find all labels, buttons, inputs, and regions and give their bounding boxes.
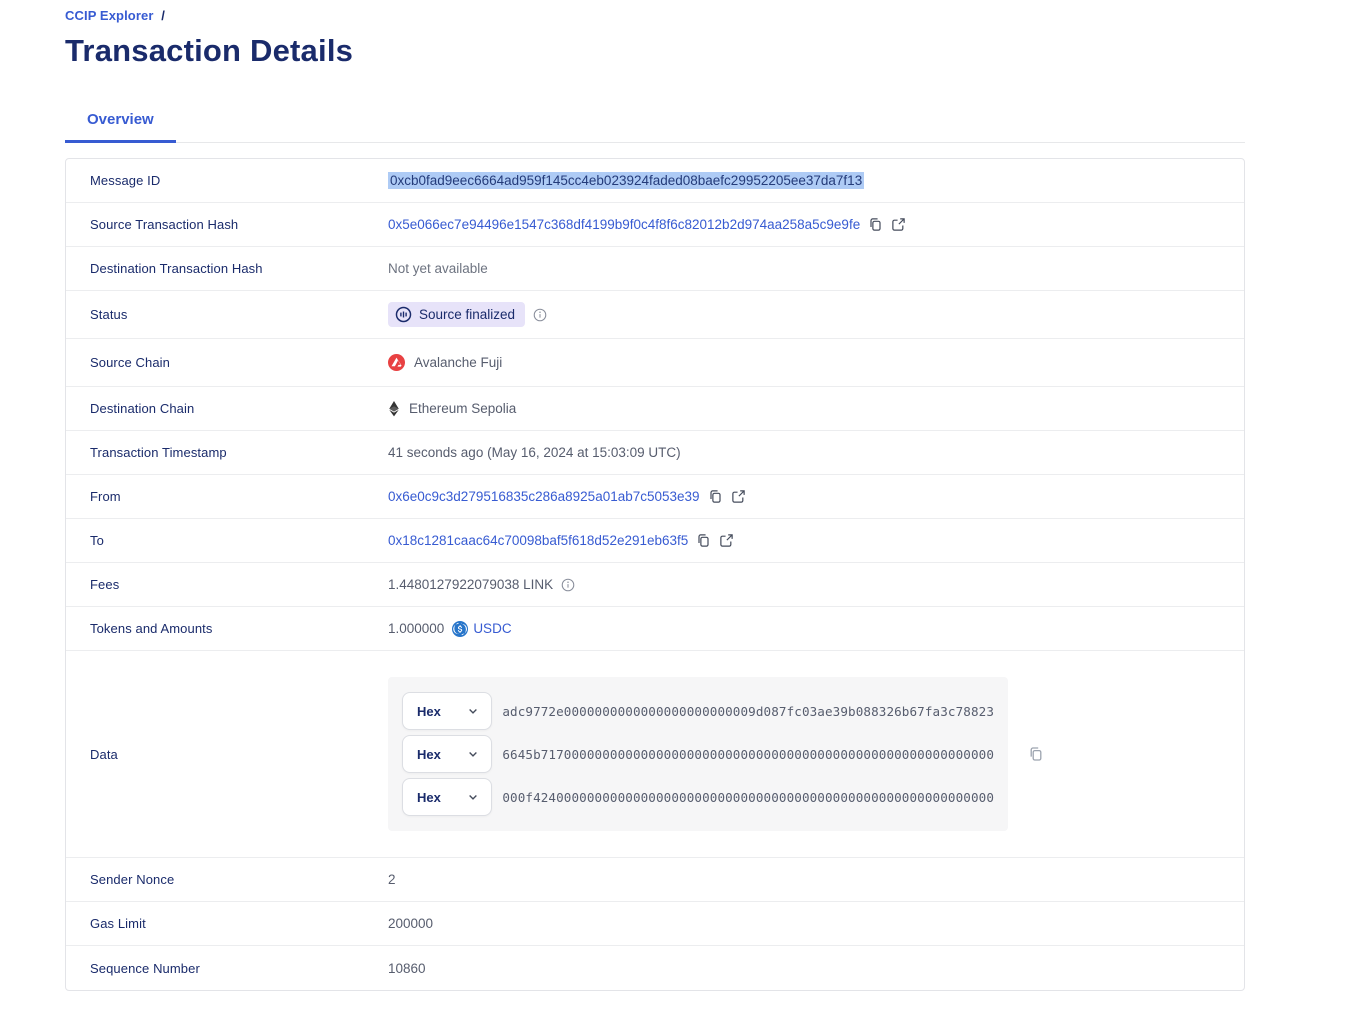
data-hex-value: adc9772e0000000000000000000000009d087fc0… — [502, 703, 994, 719]
sender-nonce-value: 2 — [388, 872, 396, 887]
breadcrumb: CCIP Explorer / — [65, 8, 1245, 23]
data-hex-box: Hex adc9772e0000000000000000000000009d08… — [388, 677, 1008, 831]
row-gas-limit: Gas Limit 200000 — [66, 902, 1244, 946]
data-format-value: Hex — [417, 703, 441, 719]
from-label: From — [90, 489, 121, 504]
tab-overview-label: Overview — [87, 111, 154, 128]
fees-label: Fees — [90, 577, 120, 592]
breadcrumb-separator: / — [161, 8, 165, 23]
data-format-select[interactable]: Hex — [402, 735, 493, 773]
row-status: Status Source finalized — [66, 291, 1244, 339]
ethereum-icon — [388, 400, 400, 417]
message-id-value: 0xcb0fad9eec6664ad959f145cc4eb023924fade… — [388, 172, 865, 189]
breadcrumb-link-ccip-explorer[interactable]: CCIP Explorer — [65, 8, 154, 23]
dest-chain-name: Ethereum Sepolia — [409, 401, 517, 416]
row-destination-chain: Destination Chain Ethereum Sepolia — [66, 387, 1244, 431]
row-fees: Fees 1.4480127922079038 LINK — [66, 563, 1244, 607]
source-chain-value: Avalanche Fuji — [388, 354, 502, 371]
dest-tx-hash-value: Not yet available — [388, 261, 488, 276]
external-link-icon[interactable] — [731, 489, 746, 504]
external-link-icon[interactable] — [891, 217, 906, 232]
transaction-details-table: Message ID 0xcb0fad9eec6664ad959f145cc4e… — [65, 158, 1245, 991]
row-from: From 0x6e0c9c3d279516835c286a8925a01ab7c… — [66, 475, 1244, 519]
data-format-select[interactable]: Hex — [402, 692, 493, 730]
source-tx-hash-link[interactable]: 0x5e066ec7e94496e1547c368df4199b9f0c4f8f… — [388, 217, 861, 232]
sequence-number-value: 10860 — [388, 960, 426, 976]
row-data: Data Hex adc9772e00000000000000000000000… — [66, 651, 1244, 858]
status-badge-text: Source finalized — [419, 307, 516, 322]
avalanche-icon — [388, 354, 405, 371]
copy-icon[interactable] — [696, 533, 711, 548]
dest-tx-hash-label: Destination Transaction Hash — [90, 261, 263, 276]
copy-icon[interactable] — [708, 489, 723, 504]
fees-value: 1.4480127922079038 LINK — [388, 577, 554, 592]
sequence-number-label: Sequence Number — [90, 960, 200, 976]
status-label: Status — [90, 307, 128, 322]
data-format-value: Hex — [417, 789, 441, 805]
sender-nonce-label: Sender Nonce — [90, 872, 175, 887]
dest-chain-label: Destination Chain — [90, 401, 195, 416]
data-line: Hex 6645b7170000000000000000000000000000… — [402, 735, 994, 773]
tab-overview[interactable]: Overview — [65, 111, 176, 143]
row-sender-nonce: Sender Nonce 2 — [66, 858, 1244, 902]
data-label: Data — [90, 746, 118, 762]
tab-bar: Overview — [65, 111, 1245, 143]
data-hex-value: 000f424000000000000000000000000000000000… — [502, 789, 994, 805]
row-transaction-timestamp: Transaction Timestamp 41 seconds ago (Ma… — [66, 431, 1244, 475]
data-format-value: Hex — [417, 746, 441, 762]
data-line: Hex adc9772e0000000000000000000000009d08… — [402, 692, 994, 730]
token-symbol: USDC — [473, 621, 512, 636]
dest-chain-value: Ethereum Sepolia — [388, 400, 516, 417]
row-sequence-number: Sequence Number 10860 — [66, 946, 1244, 990]
data-format-select[interactable]: Hex — [402, 778, 493, 816]
row-source-chain: Source Chain Avalanche Fuji — [66, 339, 1244, 387]
to-label: To — [90, 533, 104, 548]
row-to: To 0x18c1281caac64c70098baf5f618d52e291e… — [66, 519, 1244, 563]
from-address-link[interactable]: 0x6e0c9c3d279516835c286a8925a01ab7c5053e… — [388, 489, 700, 504]
chevron-down-icon — [467, 748, 479, 760]
message-id-label: Message ID — [90, 173, 161, 188]
timestamp-value: 41 seconds ago (May 16, 2024 at 15:03:09… — [388, 445, 681, 460]
chevron-down-icon — [467, 791, 479, 803]
copy-data-icon[interactable] — [1028, 746, 1044, 762]
timestamp-label: Transaction Timestamp — [90, 445, 227, 460]
row-message-id: Message ID 0xcb0fad9eec6664ad959f145cc4e… — [66, 159, 1244, 203]
tokens-label: Tokens and Amounts — [90, 621, 213, 636]
status-progress-icon — [395, 306, 412, 323]
status-badge: Source finalized — [388, 302, 526, 327]
external-link-icon[interactable] — [719, 533, 734, 548]
source-tx-hash-label: Source Transaction Hash — [90, 217, 239, 232]
row-source-transaction-hash: Source Transaction Hash 0x5e066ec7e94496… — [66, 203, 1244, 247]
row-tokens-and-amounts: Tokens and Amounts 1.000000 USDC — [66, 607, 1244, 651]
to-address-link[interactable]: 0x18c1281caac64c70098baf5f618d52e291eb63… — [388, 533, 689, 548]
status-info-icon[interactable] — [533, 308, 547, 322]
fees-info-icon[interactable] — [561, 578, 575, 592]
data-line: Hex 000f42400000000000000000000000000000… — [402, 778, 994, 816]
row-destination-transaction-hash: Destination Transaction Hash Not yet ava… — [66, 247, 1244, 291]
gas-limit-value: 200000 — [388, 916, 434, 931]
page-title: Transaction Details — [65, 33, 354, 68]
gas-limit-label: Gas Limit — [90, 916, 146, 931]
page: CCIP Explorer / Transaction Details Over… — [65, 0, 1245, 991]
source-chain-name: Avalanche Fuji — [414, 355, 503, 370]
copy-icon[interactable] — [868, 217, 883, 232]
token-link[interactable]: USDC — [452, 620, 512, 637]
chevron-down-icon — [467, 705, 479, 717]
source-chain-label: Source Chain — [90, 355, 170, 370]
data-hex-value: 6645b71700000000000000000000000000000000… — [502, 746, 994, 762]
usdc-icon — [452, 620, 469, 637]
token-amount: 1.000000 — [388, 621, 445, 636]
